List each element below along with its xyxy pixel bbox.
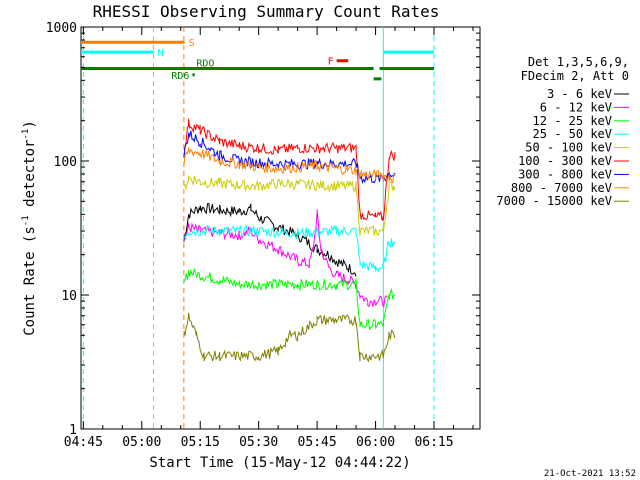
series-line-4 <box>183 174 396 237</box>
legend-label-0: 3 - 6 keV <box>547 87 612 101</box>
series-line-2 <box>183 268 396 331</box>
legend-label-5: 100 - 300 keV <box>518 154 612 168</box>
x-tick-label-0: 04:45 <box>64 435 103 450</box>
y-axis-label-end: ) <box>22 120 38 128</box>
legend-label-7: 800 - 7000 keV <box>511 181 612 195</box>
y-tick-label-1: 10 <box>61 289 77 304</box>
series-line-5 <box>183 118 396 221</box>
legend-label-3: 25 - 50 keV <box>533 127 612 141</box>
y-axis-label: Count Rate (s-1 detector-1) <box>21 120 38 336</box>
legend-label-6: 300 - 800 keV <box>518 167 612 181</box>
y-tick-label-0: 1 <box>69 423 77 438</box>
y-axis-label-mid: detector <box>22 140 38 216</box>
series-line-7 <box>183 147 396 184</box>
y-axis-label-main: Count Rate (s <box>22 226 38 336</box>
legend: Det 1,3,5,6,9,FDecim 2, Att 0 3 - 6 keV6 … <box>496 55 629 208</box>
footer-timestamp: 21-Oct-2021 13:52 <box>544 469 636 479</box>
y-axis-label-exp2: -1 <box>21 129 31 140</box>
y-tick-label-3: 1000 <box>46 21 77 36</box>
series-line-3 <box>183 224 396 273</box>
series-lines <box>183 118 396 363</box>
flag-bars: S N RDO RD6 F <box>81 38 435 82</box>
flag-label-6: RD6 <box>171 71 189 82</box>
x-tick-label-1: 05:00 <box>122 435 161 450</box>
x-tick-label-3: 05:30 <box>239 435 278 450</box>
flag-label-3: RDO <box>196 59 214 70</box>
vertical-markers <box>82 27 435 429</box>
y-axis-label-exp1: -1 <box>21 215 31 226</box>
legend-header-1: FDecim 2, Att 0 <box>521 69 629 83</box>
series-line-8 <box>183 312 396 363</box>
y-tick-label-2: 100 <box>54 155 77 170</box>
x-tick-label-2: 05:15 <box>181 435 220 450</box>
legend-label-1: 6 - 12 keV <box>540 100 612 114</box>
flag-label-1: N <box>157 48 163 59</box>
legend-label-4: 50 - 100 keV <box>525 141 612 155</box>
legend-label-8: 7000 - 15000 keV <box>496 194 612 208</box>
plot-frame <box>80 26 481 430</box>
legend-header-0: Det 1,3,5,6,9, <box>528 55 629 69</box>
chart-title: RHESSI Observing Summary Count Rates <box>93 2 440 21</box>
series-line-0 <box>183 203 357 277</box>
axis-ticks: 04:45 05:00 05:15 05:30 05:45 06:00 06:15 1 10 10… <box>46 21 480 450</box>
legend-label-2: 12 - 25 keV <box>533 114 612 128</box>
x-tick-label-6: 06:15 <box>414 435 453 450</box>
flag-label-0: S <box>189 38 195 49</box>
x-tick-label-5: 06:00 <box>356 435 395 450</box>
flag-label-7: F <box>328 57 334 68</box>
x-tick-label-4: 05:45 <box>298 435 337 450</box>
x-axis-label: Start Time (15-May-12 04:44:22) <box>149 455 410 471</box>
